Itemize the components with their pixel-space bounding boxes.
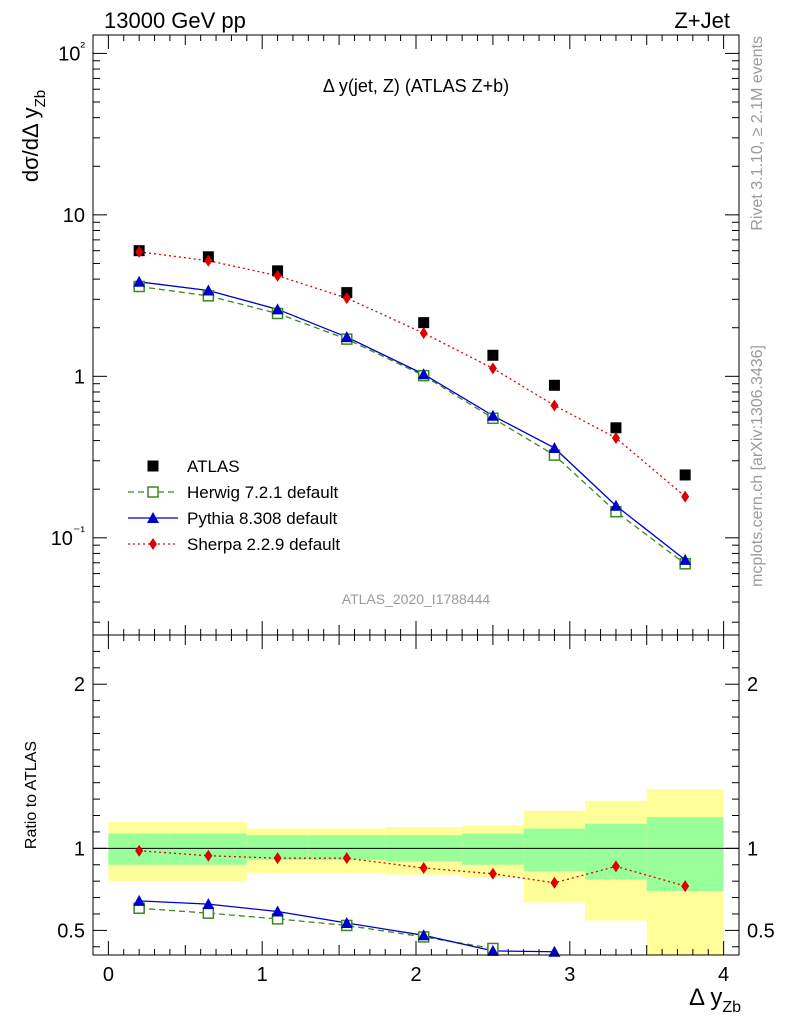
x-tick-label: 4 [718,964,729,986]
rivet-label: Rivet 3.1.10, ≥ 2.1M events [749,36,766,231]
data-point [273,269,282,282]
data-point [340,331,353,343]
data-point [550,399,559,412]
ratio-y-tick-label: 2 [74,674,85,696]
ratio-ticks: 0.5 0.5 1 1 2 2 0 1 2 3 4 [57,635,775,986]
main-panel: 10⁻¹ 1 10 10² Δ y(jet, Z) (ATLAS Z+b) ATLAS… [18,34,740,636]
legend-label: Sherpa 2.2.9 default [187,535,340,554]
data-point [611,431,620,444]
data-point [417,368,430,380]
ratio-point [342,852,351,865]
ratio-point [417,929,430,941]
data-point [133,275,146,287]
x-tick-label: 2 [410,964,421,986]
stat-uncertainty-band [462,833,524,865]
ratio-point [681,880,690,893]
ratio-y-tick-label: 1 [74,838,85,860]
ratio-point [548,945,561,957]
data-point [679,553,692,565]
y-tick-label: 10 [63,205,85,227]
data-point [548,379,560,391]
ratio-y-tick-label-right: 2 [747,674,758,696]
data-point [488,362,497,375]
legend-label: ATLAS [187,457,240,476]
data-point [681,490,690,503]
ratio-series-markers [133,844,690,957]
ratio-point [273,852,282,865]
ratio-y-tick-label-right: 0.5 [747,920,775,942]
ratio-point [133,894,146,906]
stat-uncertainty-band [523,828,586,872]
stat-uncertainty-band [646,817,724,891]
legend-marker [147,486,159,498]
data-point [679,469,691,481]
data-point [418,317,430,329]
legend-label: Pythia 8.308 default [187,509,338,528]
data-point [271,303,284,315]
legend-label: Herwig 7.2.1 default [187,483,338,502]
x-tick-label: 0 [103,964,114,986]
source-label: mcplots.cern.ch [arXiv:1306.3436] [749,345,766,587]
main-y-axis-label: dσ/dΔ yZb [18,90,49,182]
ratio-uncertainty-bands [93,789,739,955]
ratio-point [419,862,428,875]
ratio-point [204,849,213,862]
main-title: Δ y(jet, Z) (ATLAS Z+b) [323,76,509,96]
legend-marker [147,512,159,523]
ratio-point [202,907,215,919]
analysis-watermark: ATLAS_2020_I1788444 [342,591,491,607]
data-point [487,349,499,361]
ratio-line-0 [139,907,494,950]
data-point [135,245,144,258]
ratio-point [135,844,144,857]
y-tick-label: 1 [74,366,85,388]
legend: ATLAS Herwig 7.2.1 default Pythia 8.308 de… [128,457,340,554]
process-label: Z+Jet [674,8,730,33]
y-tick-label: 10⁻¹ [51,523,86,550]
main-ticks: 10⁻¹ 1 10 10² [51,35,739,635]
data-point [548,441,561,453]
legend-marker [149,538,157,550]
x-tick-label: 1 [257,964,268,986]
data-point [610,422,622,434]
data-point [202,284,215,296]
ratio-point [340,917,353,928]
data-point [609,499,622,511]
data-point [419,327,428,340]
x-tick-label: 3 [564,964,575,986]
ratio-point [611,860,620,873]
y-tick-label: 10² [58,38,85,65]
ratio-y-tick-label-right: 1 [747,838,758,860]
data-point [204,254,213,267]
ratio-frame [92,634,740,956]
ratio-panel: 0.5 0.5 1 1 2 2 0 1 2 3 4 Ratio to ATLAS Δ yZb [23,634,775,1016]
ratio-point [486,944,499,956]
x-axis-label: Δ yZb [689,984,741,1016]
ratio-point [271,905,284,917]
ratio-y-axis-label: Ratio to ATLAS [23,741,40,849]
ratio-point [202,898,215,910]
ratio-point [488,867,497,880]
data-point [486,409,499,421]
main-series-markers [133,245,692,570]
legend-marker [147,460,159,472]
ratio-y-tick-label: 0.5 [57,920,85,942]
energy-label: 13000 GeV pp [104,8,246,33]
ratio-point [550,876,559,889]
data-point [342,292,351,305]
